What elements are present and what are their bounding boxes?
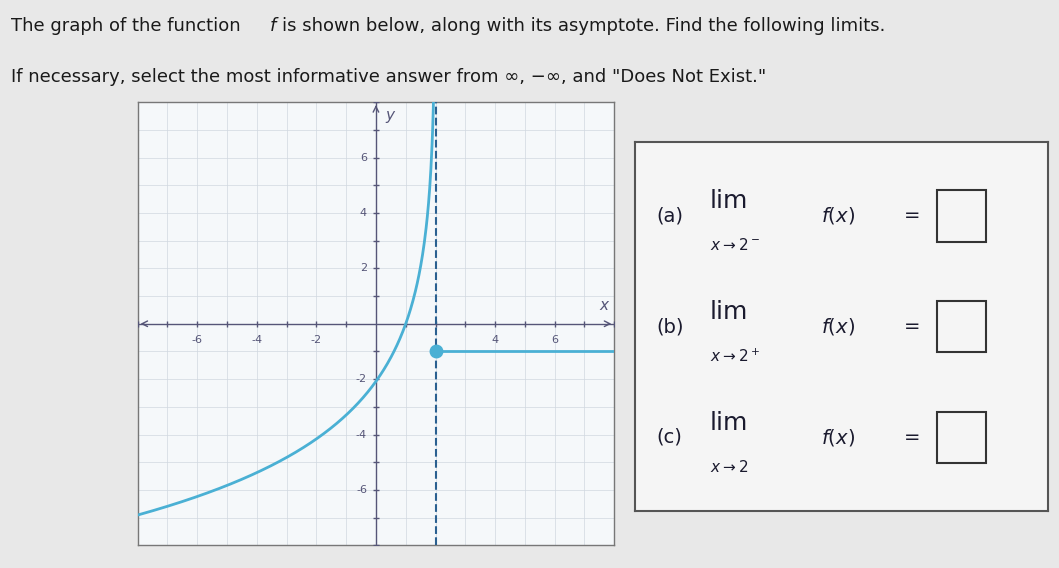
Text: $f(x)$: $f(x)$	[822, 427, 856, 448]
Text: lim: lim	[710, 300, 748, 324]
Bar	[937, 190, 987, 242]
Text: 4: 4	[360, 208, 367, 218]
Text: $x \rightarrow 2^+$: $x \rightarrow 2^+$	[710, 348, 759, 365]
Text: f: f	[270, 17, 276, 35]
Text: $x \rightarrow 2$: $x \rightarrow 2$	[710, 459, 748, 475]
Text: -4: -4	[251, 335, 263, 345]
Text: -4: -4	[356, 429, 367, 440]
Text: 6: 6	[551, 335, 558, 345]
Text: =: =	[904, 428, 920, 447]
Text: (b): (b)	[656, 317, 683, 336]
Text: (a): (a)	[656, 206, 683, 225]
Text: If necessary, select the most informative answer from ∞, −∞, and "Does Not Exist: If necessary, select the most informativ…	[11, 68, 766, 86]
Text: $f(x)$: $f(x)$	[822, 316, 856, 337]
Text: x: x	[599, 298, 608, 313]
Text: is shown below, along with its asymptote. Find the following limits.: is shown below, along with its asymptote…	[282, 17, 885, 35]
Text: lim: lim	[710, 189, 748, 213]
Text: -2: -2	[310, 335, 322, 345]
Text: (c): (c)	[656, 428, 682, 447]
Text: -6: -6	[356, 485, 367, 495]
Text: =: =	[904, 317, 920, 336]
Text: 4: 4	[491, 335, 499, 345]
Text: 6: 6	[360, 153, 367, 162]
Text: 2: 2	[360, 264, 367, 273]
Text: y: y	[384, 108, 394, 123]
Text: =: =	[904, 206, 920, 225]
Text: lim: lim	[710, 411, 748, 435]
Text: -6: -6	[192, 335, 202, 345]
Text: $x \rightarrow 2^-$: $x \rightarrow 2^-$	[710, 237, 759, 253]
Bar	[937, 411, 987, 463]
Text: -2: -2	[356, 374, 367, 384]
Bar	[937, 300, 987, 352]
Text: The graph of the function: The graph of the function	[11, 17, 246, 35]
Text: $f(x)$: $f(x)$	[822, 206, 856, 226]
